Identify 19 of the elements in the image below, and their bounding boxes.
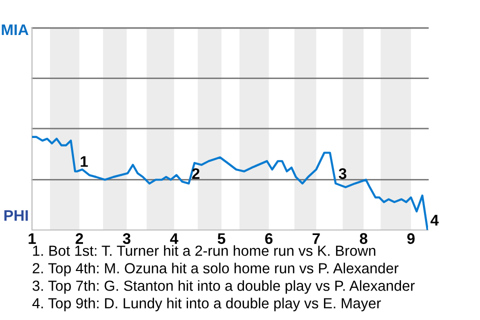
x-tick-label: 3 [122, 233, 130, 244]
text: 2. Top 4th: M. Ozuna hit a solo home run vs P. Alexander [32, 262, 398, 276]
x-tick-label: 7 [312, 233, 320, 244]
text: 4. Top 9th: D. Lundy hit into a double play vs E. Mayer [32, 298, 381, 312]
x-tick-label: 2 [76, 233, 84, 244]
x-tick-label: 8 [360, 233, 368, 244]
text: MIA [2, 24, 28, 36]
x-tick-label: 6 [265, 233, 273, 244]
annotation: 2 [192, 168, 200, 179]
x-tick-label: 9 [407, 233, 415, 244]
annotation: 3 [338, 168, 346, 180]
annotation: 4 [430, 214, 439, 226]
text: PHI [4, 210, 28, 221]
x-tick-label: 1 [28, 233, 36, 244]
x-tick-label: 4 [170, 233, 178, 244]
x-tick-label: 5 [218, 233, 226, 244]
text: 3. Top 7th: G. Stanton hit into a double play vs P. Alexander [32, 280, 415, 294]
text: 1. Bot 1st: T. Turner hit a 2-run home run vs K. Brown [33, 245, 376, 256]
annotation: 1 [80, 156, 88, 167]
